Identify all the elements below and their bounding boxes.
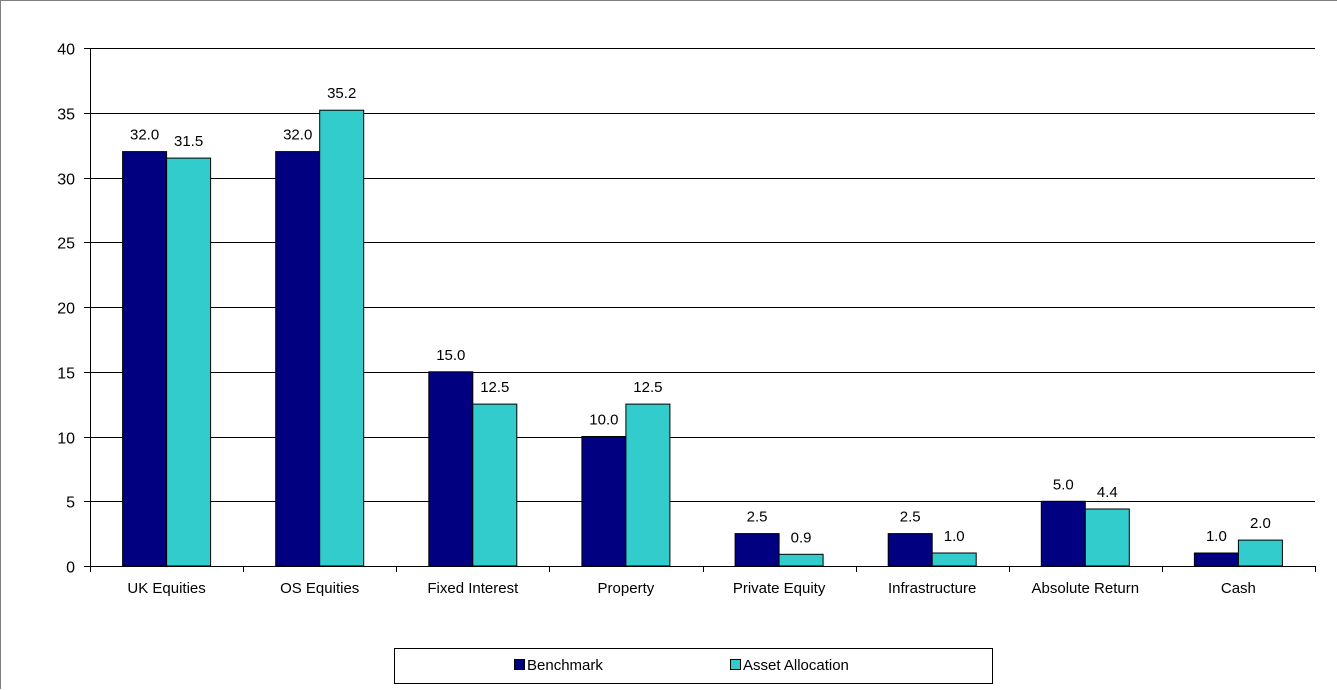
legend-box [394,648,993,684]
legend-swatch-benchmark [514,659,525,670]
axes: 0 5 10 15 20 25 30 35 40 [57,42,1316,577]
y-tick-label: 20 [57,301,75,318]
category-label: Property [598,580,655,597]
data-label: 12.5 [633,379,662,396]
bar-asset-allocation [778,553,824,567]
data-label: 35.2 [327,85,356,102]
bar-asset-allocation [472,403,518,567]
bar-asset-allocation [1237,539,1283,567]
bar-asset-allocation [931,552,977,567]
category-label: Fixed Interest [427,580,519,597]
category-label: Infrastructure [888,580,976,597]
legend-swatch-asset-allocation [730,659,741,670]
category-label: Private Equity [733,580,826,597]
data-label: 2.5 [747,509,768,526]
data-label: 4.4 [1097,484,1118,501]
category-label: Absolute Return [1032,580,1140,597]
data-label: 2.0 [1250,515,1271,532]
bar-benchmark [887,533,933,567]
y-tick-label: 25 [57,236,75,253]
bar-asset-allocation [1084,508,1130,567]
y-tick-label: 30 [57,172,75,189]
legend-label: Asset Allocation [743,657,849,674]
bar-benchmark [1193,552,1239,567]
bar-asset-allocation [319,109,365,567]
y-tick-label: 10 [57,431,75,448]
bar-benchmark [428,371,474,567]
data-label: 5.0 [1053,476,1074,493]
data-label: 31.5 [174,133,203,150]
y-tick-label: 5 [66,495,75,512]
legend-label: Benchmark [527,657,603,674]
legend: Benchmark Asset Allocation [394,648,993,684]
data-label: 2.5 [900,509,921,526]
data-labels: 32.0 31.5 32.0 35.2 15.0 12.5 10.0 12.5 2.5 0.9 2.… [130,85,1271,546]
data-label: 32.0 [130,127,159,144]
bar-benchmark [1040,500,1086,567]
y-tick-label: 0 [66,560,75,577]
category-label: UK Equities [127,580,205,597]
gridlines [90,48,1315,502]
bar-asset-allocation [625,403,671,567]
bar-benchmark [581,436,627,567]
data-label: 10.0 [589,412,618,429]
category-label: Cash [1221,580,1256,597]
data-label: 15.0 [436,347,465,364]
data-label: 1.0 [1206,528,1227,545]
bar-asset-allocation [166,157,212,567]
data-label: 1.0 [944,528,965,545]
y-tick-label: 40 [57,42,75,59]
bars [122,109,1283,567]
bar-benchmark [122,151,168,567]
data-label: 12.5 [480,379,509,396]
data-label: 0.9 [791,529,812,546]
bar-benchmark [275,151,321,567]
category-label: OS Equities [280,580,359,597]
y-tick-label: 35 [57,107,75,124]
y-tick-label: 15 [57,366,75,383]
category-labels: UK Equities OS Equities Fixed Interest Prop… [127,580,1256,597]
bar-benchmark [734,533,780,567]
data-label: 32.0 [283,127,312,144]
